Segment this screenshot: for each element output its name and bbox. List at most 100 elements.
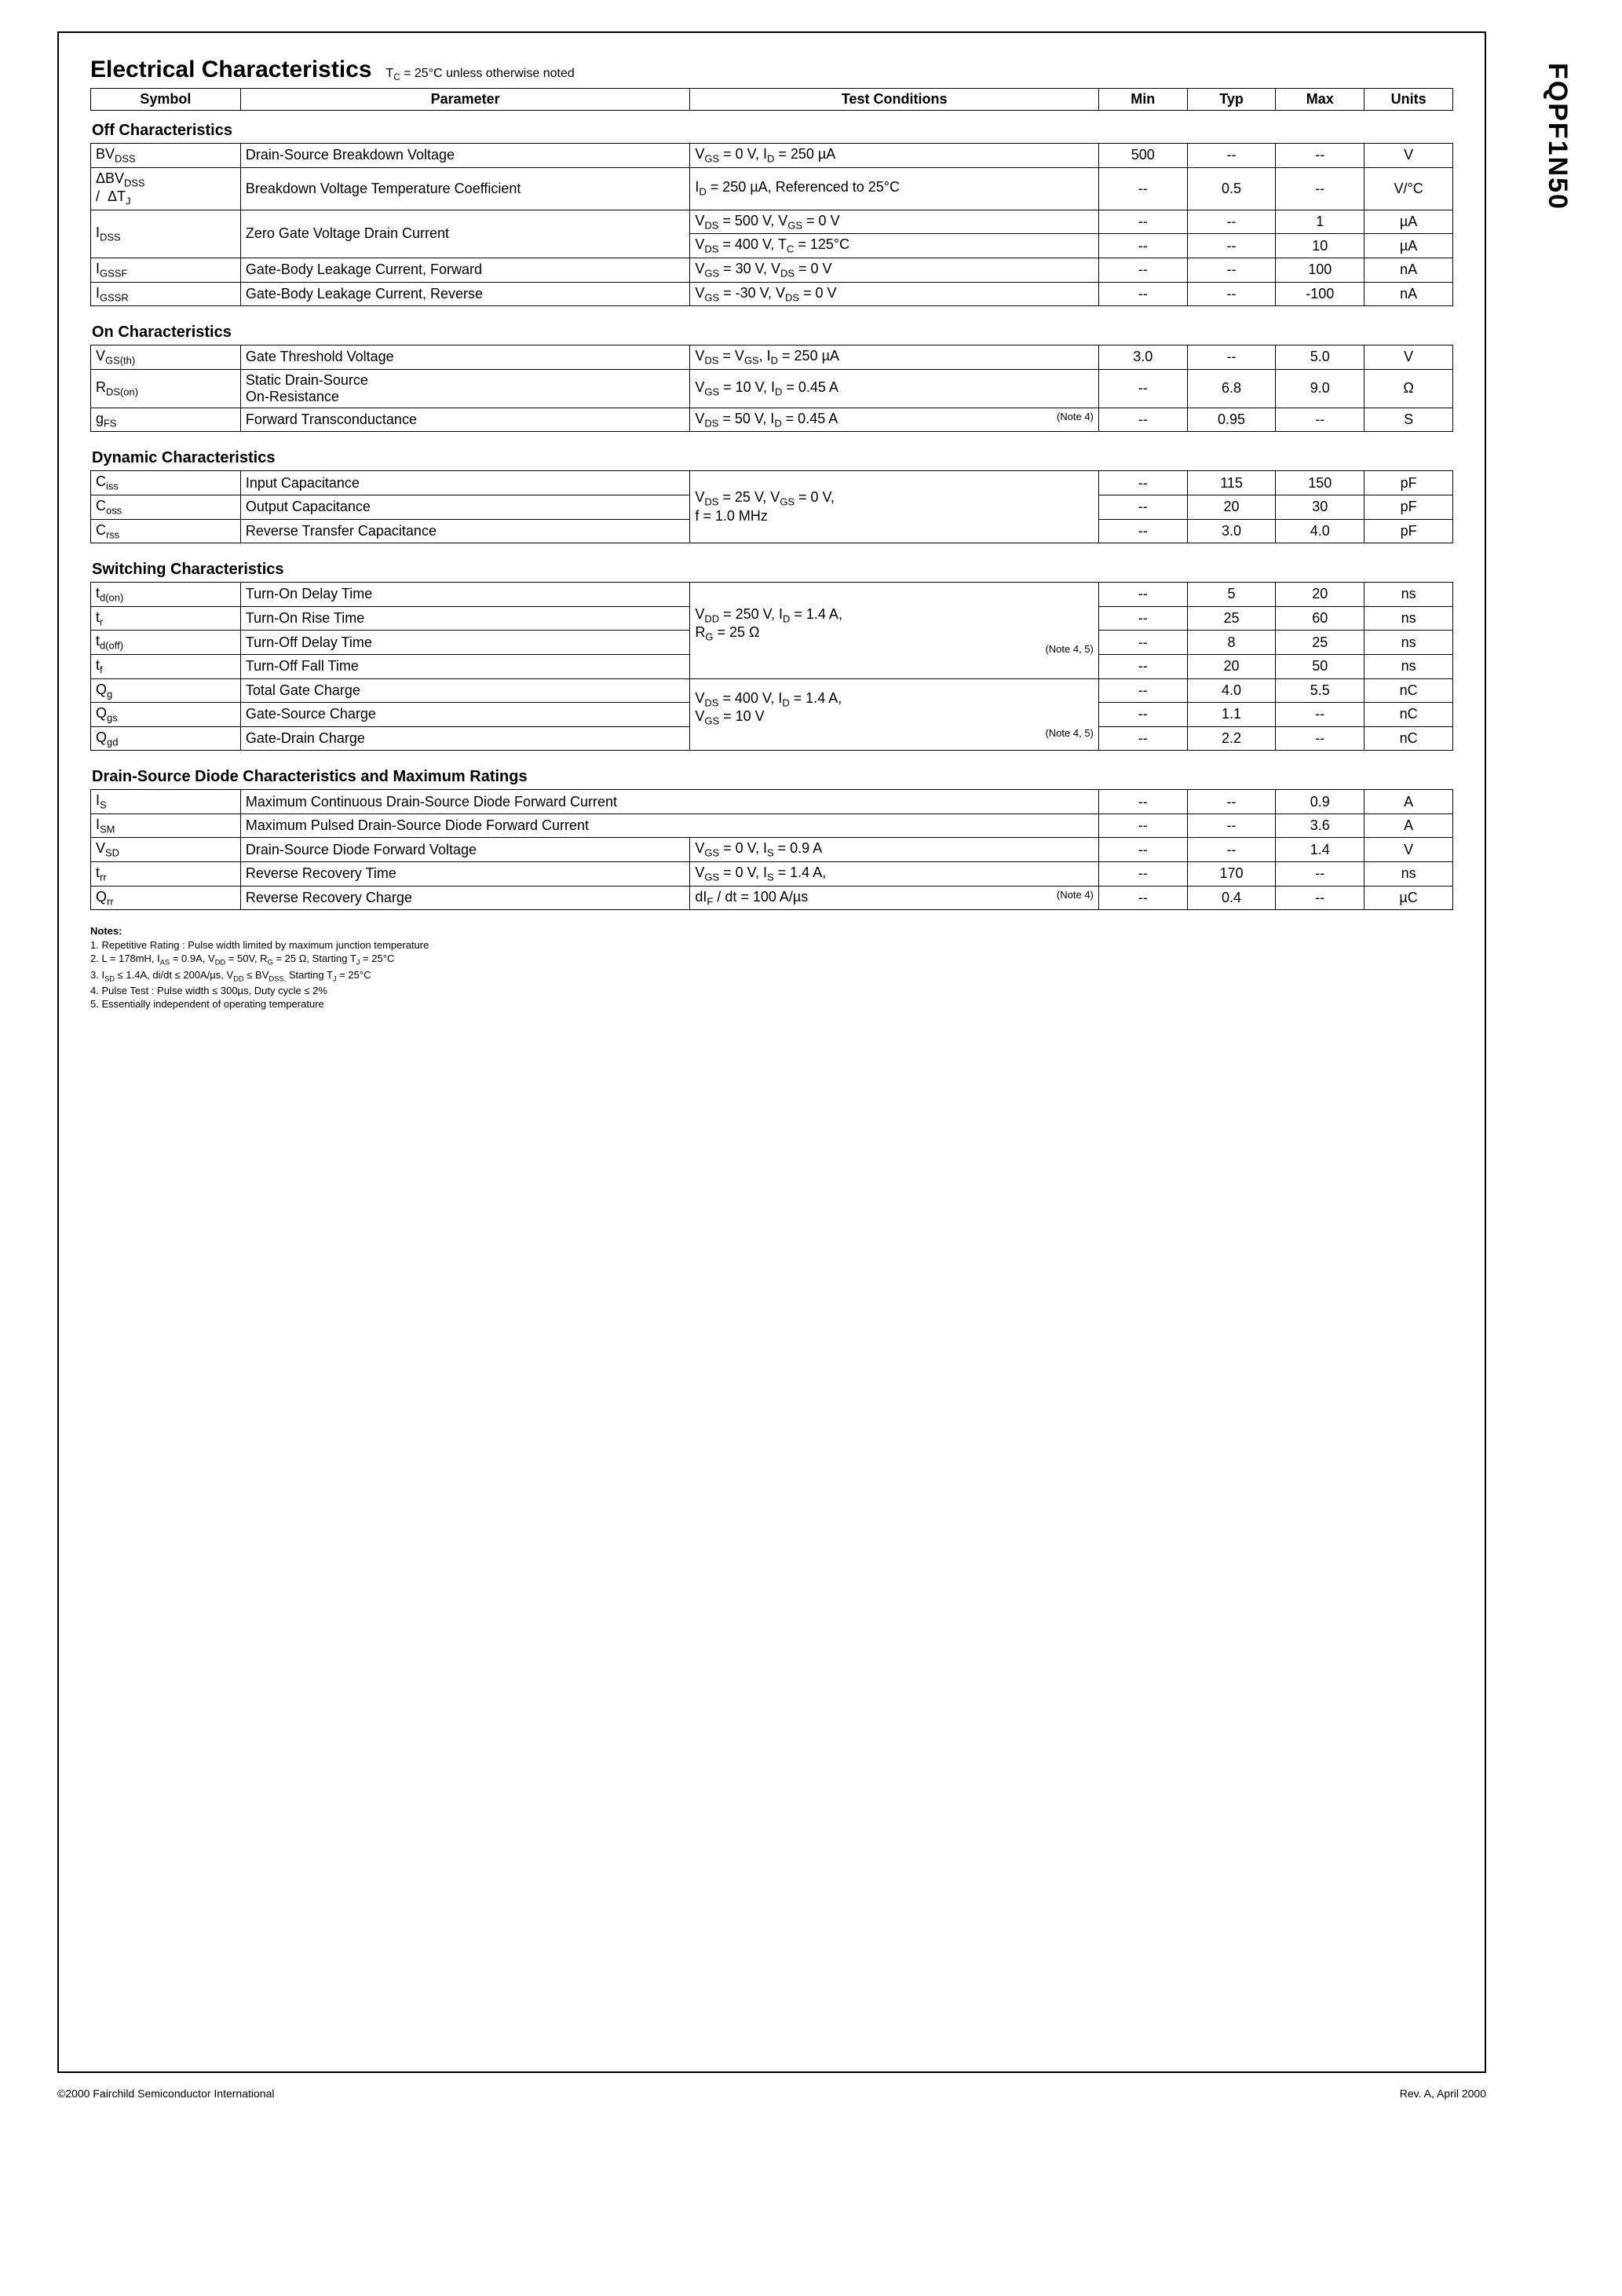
units-cell: ns bbox=[1364, 862, 1453, 887]
cond-cell: VDS = 500 V, VGS = 0 V bbox=[690, 210, 1099, 234]
table-row: gFS Forward Transconductance VDS = 50 V,… bbox=[91, 408, 1453, 432]
table-row: VGS(th) Gate Threshold Voltage VDS = VGS… bbox=[91, 345, 1453, 370]
units-cell: µA bbox=[1364, 234, 1453, 258]
min-cell: -- bbox=[1098, 408, 1187, 432]
header-table: Symbol Parameter Test Conditions Min Typ… bbox=[90, 88, 1453, 111]
table-row: BVDSS Drain-Source Breakdown Voltage VGS… bbox=[91, 144, 1453, 168]
symbol-cell: VGS(th) bbox=[91, 345, 241, 370]
param-cell: Reverse Recovery Time bbox=[240, 862, 690, 887]
symbol-cell: Qgd bbox=[91, 726, 241, 751]
typ-cell: 0.4 bbox=[1187, 886, 1276, 910]
max-cell: 30 bbox=[1276, 495, 1364, 519]
note-line: 5. Essentially independent of operating … bbox=[90, 997, 1453, 1011]
table-row: IS Maximum Continuous Drain-Source Diode… bbox=[91, 790, 1453, 814]
min-cell: -- bbox=[1098, 234, 1187, 258]
max-cell: 100 bbox=[1276, 258, 1364, 282]
units-cell: pF bbox=[1364, 471, 1453, 495]
table-row: RDS(on) Static Drain-SourceOn-Resistance… bbox=[91, 369, 1453, 408]
cond-cell: VGS = 30 V, VDS = 0 V bbox=[690, 258, 1099, 282]
min-cell: -- bbox=[1098, 210, 1187, 234]
section-off-title: Off Characteristics bbox=[92, 122, 1453, 140]
param-cell: Maximum Continuous Drain-Source Diode Fo… bbox=[240, 790, 1098, 814]
typ-cell: 0.95 bbox=[1187, 408, 1276, 432]
param-cell: Gate-Source Charge bbox=[240, 703, 690, 727]
min-cell: -- bbox=[1098, 703, 1187, 727]
units-cell: Ω bbox=[1364, 369, 1453, 408]
param-cell: Drain-Source Breakdown Voltage bbox=[240, 144, 690, 168]
part-number-sidebar: FQPF1N50 bbox=[1542, 63, 1573, 210]
note-badge: (Note 4, 5) bbox=[1045, 727, 1093, 739]
table-row: IDSS Zero Gate Voltage Drain Current VDS… bbox=[91, 210, 1453, 234]
typ-cell: 115 bbox=[1187, 471, 1276, 495]
table-row: IGSSF Gate-Body Leakage Current, Forward… bbox=[91, 258, 1453, 282]
symbol-cell: Ciss bbox=[91, 471, 241, 495]
units-cell: nC bbox=[1364, 703, 1453, 727]
max-cell: 150 bbox=[1276, 471, 1364, 495]
cond-cell: VGS = 0 V, IS = 1.4 A, bbox=[690, 862, 1099, 887]
note-line: 3. ISD ≤ 1.4A, di/dt ≤ 200A/µs, VDD ≤ BV… bbox=[90, 968, 1453, 984]
dyn-table: Ciss Input Capacitance VDS = 25 V, VGS =… bbox=[90, 470, 1453, 543]
typ-cell: 1.1 bbox=[1187, 703, 1276, 727]
table-row: ISM Maximum Pulsed Drain-Source Diode Fo… bbox=[91, 813, 1453, 838]
param-cell: Gate-Body Leakage Current, Reverse bbox=[240, 282, 690, 306]
min-cell: -- bbox=[1098, 678, 1187, 703]
min-cell: -- bbox=[1098, 606, 1187, 631]
min-cell: -- bbox=[1098, 790, 1187, 814]
max-cell: 1 bbox=[1276, 210, 1364, 234]
title-condition: TC = 25°C unless otherwise noted bbox=[386, 67, 575, 82]
typ-cell: -- bbox=[1187, 234, 1276, 258]
param-cell: Drain-Source Diode Forward Voltage bbox=[240, 838, 690, 862]
max-cell: 60 bbox=[1276, 606, 1364, 631]
table-row: ΔBVDSS/ ΔTJ Breakdown Voltage Temperatur… bbox=[91, 167, 1453, 210]
max-cell: -- bbox=[1276, 862, 1364, 887]
section-on-title: On Characteristics bbox=[92, 324, 1453, 342]
max-cell: 4.0 bbox=[1276, 519, 1364, 543]
units-cell: nC bbox=[1364, 726, 1453, 751]
param-cell: Input Capacitance bbox=[240, 471, 690, 495]
symbol-cell: td(off) bbox=[91, 631, 241, 655]
min-cell: -- bbox=[1098, 654, 1187, 678]
cond-cell: VDS = VGS, ID = 250 µA bbox=[690, 345, 1099, 370]
max-cell: 3.6 bbox=[1276, 813, 1364, 838]
typ-cell: 20 bbox=[1187, 495, 1276, 519]
sw-table: td(on) Turn-On Delay Time VDD = 250 V, I… bbox=[90, 582, 1453, 751]
units-cell: ns bbox=[1364, 654, 1453, 678]
typ-cell: 6.8 bbox=[1187, 369, 1276, 408]
param-cell: Forward Transconductance bbox=[240, 408, 690, 432]
units-cell: A bbox=[1364, 813, 1453, 838]
max-cell: 0.9 bbox=[1276, 790, 1364, 814]
units-cell: V bbox=[1364, 838, 1453, 862]
param-cell: Turn-On Delay Time bbox=[240, 583, 690, 607]
param-cell: Total Gate Charge bbox=[240, 678, 690, 703]
max-cell: 25 bbox=[1276, 631, 1364, 655]
max-cell: -- bbox=[1276, 144, 1364, 168]
typ-cell: -- bbox=[1187, 144, 1276, 168]
typ-cell: -- bbox=[1187, 345, 1276, 370]
units-cell: nC bbox=[1364, 678, 1453, 703]
param-cell: Gate Threshold Voltage bbox=[240, 345, 690, 370]
param-cell: Output Capacitance bbox=[240, 495, 690, 519]
max-cell: -100 bbox=[1276, 282, 1364, 306]
symbol-cell: IGSSR bbox=[91, 282, 241, 306]
note-badge: (Note 4) bbox=[1057, 889, 1094, 901]
units-cell: S bbox=[1364, 408, 1453, 432]
cond-cell: VDS = 25 V, VGS = 0 V,f = 1.0 MHz bbox=[690, 471, 1099, 543]
max-cell: 9.0 bbox=[1276, 369, 1364, 408]
cond-cell: VGS = 0 V, ID = 250 µA bbox=[690, 144, 1099, 168]
cond-cell: VGS = 0 V, IS = 0.9 A bbox=[690, 838, 1099, 862]
typ-cell: -- bbox=[1187, 210, 1276, 234]
typ-cell: 8 bbox=[1187, 631, 1276, 655]
cond-cell: ID = 250 µA, Referenced to 25°C bbox=[690, 167, 1099, 210]
symbol-cell: td(on) bbox=[91, 583, 241, 607]
hdr-conditions: Test Conditions bbox=[690, 89, 1099, 111]
note-line: 4. Pulse Test : Pulse width ≤ 300µs, Dut… bbox=[90, 984, 1453, 998]
units-cell: V/°C bbox=[1364, 167, 1453, 210]
hdr-max: Max bbox=[1276, 89, 1364, 111]
typ-cell: -- bbox=[1187, 838, 1276, 862]
max-cell: 5.0 bbox=[1276, 345, 1364, 370]
units-cell: ns bbox=[1364, 583, 1453, 607]
note-badge: (Note 4, 5) bbox=[1045, 643, 1093, 655]
min-cell: -- bbox=[1098, 258, 1187, 282]
min-cell: -- bbox=[1098, 282, 1187, 306]
max-cell: -- bbox=[1276, 408, 1364, 432]
